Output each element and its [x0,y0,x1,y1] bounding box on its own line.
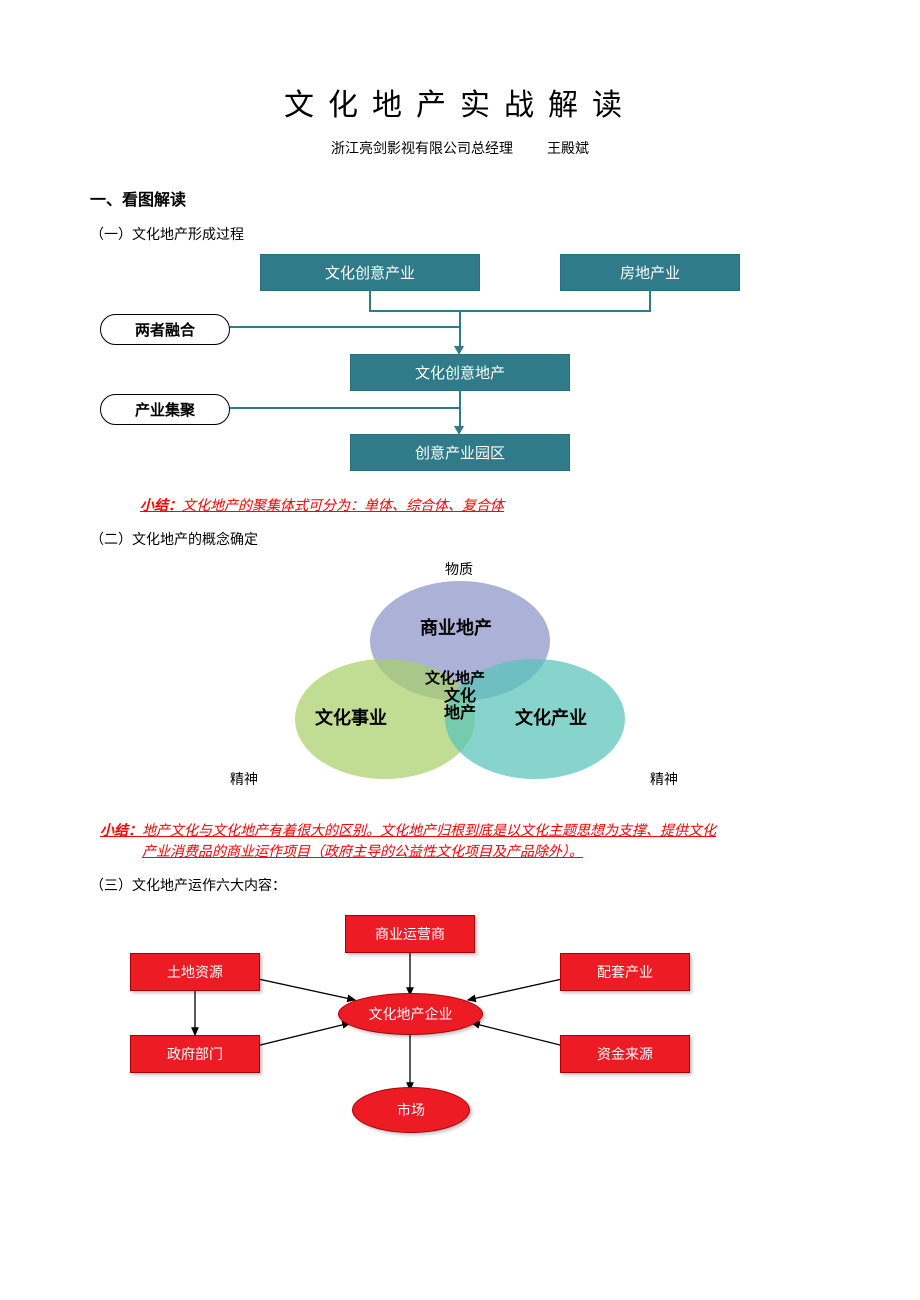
venn-right-label: 文化产业 [515,704,587,730]
oval-market: 市场 [352,1087,470,1133]
diagram-six-contents: 商业运营商 土地资源 政府部门 配套产业 资金来源 文化地产企业 市场 [90,905,830,1165]
subsection-1-1: （一）文化地产形成过程 [90,224,830,244]
label-spirit-right: 精神 [650,769,678,789]
label-material: 物质 [445,559,473,579]
subtitle-org: 浙江亮剑影视有限公司总经理 [331,142,513,157]
label-spirit-left: 精神 [230,769,258,789]
diagram-venn: 物质 商业地产 文化事业 文化产业 文化地产 文化地产 精神 精神 [210,559,710,809]
subtitle: 浙江亮剑影视有限公司总经理 王殿斌 [90,138,830,158]
venn-center: 文化地产 [442,689,478,723]
diagram-formation: 文化创意产业 房地产业 两者融合 文化创意地产 产业集聚 创意产业园区 [100,254,830,484]
summary-1: 小结：文化地产的聚集体式可分为：单体、综合体、复合体 [140,496,830,517]
subsection-1-3: （三）文化地产运作六大内容： [90,875,830,895]
pill-merge: 两者融合 [100,314,230,345]
box-supporting: 配套产业 [560,953,690,991]
venn-top-label: 商业地产 [420,614,492,640]
oval-enterprise: 文化地产企业 [338,993,483,1035]
venn-left-label: 文化事业 [315,704,387,730]
page-title: 文化地产实战解读 [90,80,830,124]
box-real-estate-industry: 房地产业 [560,254,740,291]
box-operator: 商业运营商 [345,915,475,953]
box-capital: 资金来源 [560,1035,690,1073]
venn-overlap-top: 文化地产 [425,671,485,687]
summary-2-label: 小结： [100,824,142,839]
box-gov: 政府部门 [130,1035,260,1073]
summary-2a: 地产文化与文化地产有着很大的区别。文化地产归根到底是以文化主题思想为支撑、提供文… [142,824,716,839]
section-1-heading: 一、看图解读 [90,186,830,210]
box-culture-creative-industry: 文化创意产业 [260,254,480,291]
box-culture-creative-real-estate: 文化创意地产 [350,354,570,391]
summary-2b: 产业消费品的商业运作项目（政府主导的公益性文化项目及产品除外）。 [142,842,830,863]
summary-2: 小结：地产文化与文化地产有着很大的区别。文化地产归根到底是以文化主题思想为支撑、… [100,821,830,863]
summary-1-text: 文化地产的聚集体式可分为：单体、综合体、复合体 [182,499,504,514]
box-creative-park: 创意产业园区 [350,434,570,471]
subtitle-name: 王殿斌 [547,142,589,157]
pill-cluster: 产业集聚 [100,394,230,425]
subsection-1-2: （二）文化地产的概念确定 [90,529,830,549]
box-land: 土地资源 [130,953,260,991]
summary-1-label: 小结： [140,499,182,514]
